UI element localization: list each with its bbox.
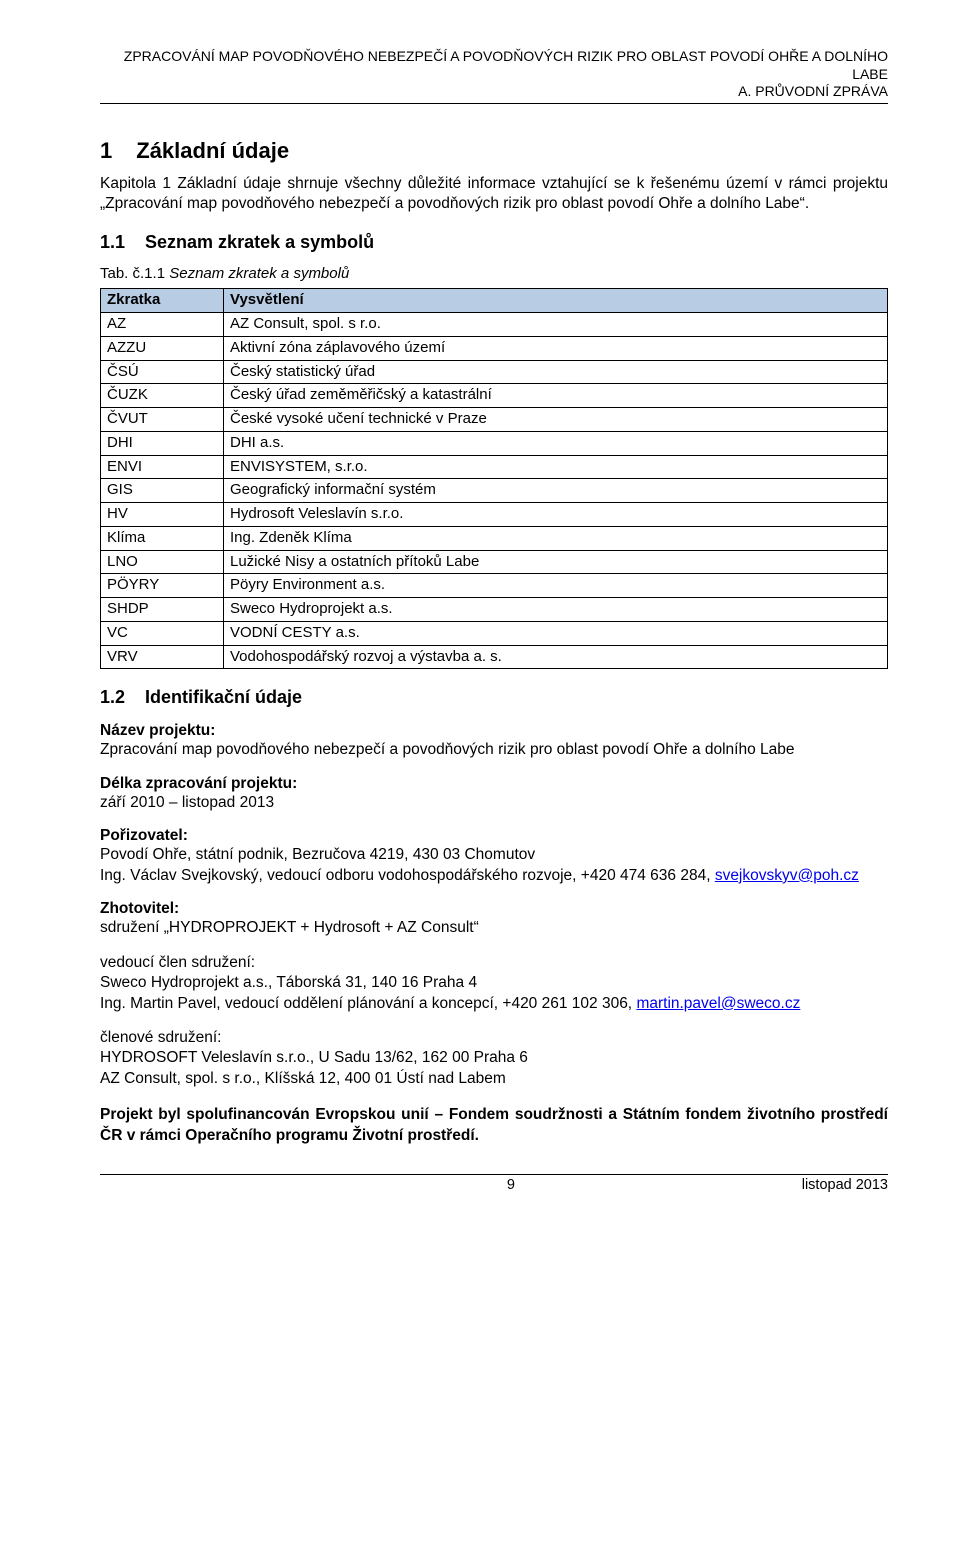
table-row: PÖYRYPöyry Environment a.s.	[101, 574, 888, 598]
table-cell-abbrev: HV	[101, 503, 224, 527]
vedouci-email-link[interactable]: martin.pavel@sweco.cz	[636, 995, 800, 1012]
table-row: AZZUAktivní zóna záplavového území	[101, 336, 888, 360]
table-caption-prefix: Tab. č.1.1	[100, 265, 169, 282]
body-nazev-projektu: Zpracování map povodňového nebezpečí a p…	[100, 740, 888, 760]
table-row: DHIDHI a.s.	[101, 431, 888, 455]
table-cell-abbrev: ČVUT	[101, 408, 224, 432]
body-porizovatel-line2: Ing. Václav Svejkovský, vedoucí odboru v…	[100, 866, 888, 886]
table-cell-desc: Lužické Nisy a ostatních přítoků Labe	[224, 550, 888, 574]
vedouci-contact-text: Ing. Martin Pavel, vedoucí oddělení plán…	[100, 995, 636, 1012]
body-clenove-line2: AZ Consult, spol. s r.o., Klíšská 12, 40…	[100, 1069, 888, 1089]
closing-paragraph: Projekt byl spolufinancován Evropskou un…	[100, 1105, 888, 1146]
table-row: VCVODNÍ CESTY a.s.	[101, 621, 888, 645]
heading-1-title: Základní údaje	[136, 138, 289, 164]
table-row: KlímaIng. Zdeněk Klíma	[101, 526, 888, 550]
table-cell-desc: Vodohospodářský rozvoj a výstavba a. s.	[224, 645, 888, 669]
table-cell-desc: Český úřad zeměměřičský a katastrální	[224, 384, 888, 408]
table-row: LNOLužické Nisy a ostatních přítoků Labe	[101, 550, 888, 574]
table-cell-desc: Aktivní zóna záplavového území	[224, 336, 888, 360]
table-cell-abbrev: VRV	[101, 645, 224, 669]
porizovatel-email-link[interactable]: svejkovskyv@poh.cz	[715, 867, 859, 884]
table-row: ČUZKČeský úřad zeměměřičský a katastráln…	[101, 384, 888, 408]
porizovatel-contact-text: Ing. Václav Svejkovský, vedoucí odboru v…	[100, 867, 715, 884]
table-cell-desc: Sweco Hydroprojekt a.s.	[224, 598, 888, 622]
table-cell-abbrev: PÖYRY	[101, 574, 224, 598]
footer-page-number: 9	[220, 1177, 802, 1193]
table-caption: Tab. č.1.1 Seznam zkratek a symbolů	[100, 265, 888, 282]
table-cell-desc: Hydrosoft Veleslavín s.r.o.	[224, 503, 888, 527]
heading-1-1-title: Seznam zkratek a symbolů	[145, 232, 374, 253]
heading-1-1-num: 1.1	[100, 232, 125, 253]
footer-row: 9 listopad 2013	[100, 1177, 888, 1193]
table-cell-abbrev: DHI	[101, 431, 224, 455]
table-row: ČSÚČeský statistický úřad	[101, 360, 888, 384]
table-row: VRVVodohospodářský rozvoj a výstavba a. …	[101, 645, 888, 669]
header-rule	[100, 103, 888, 104]
label-nazev-projektu: Název projektu:	[100, 722, 888, 740]
table-cell-abbrev: SHDP	[101, 598, 224, 622]
heading-1-2: 1.2 Identifikační údaje	[100, 687, 888, 708]
footer-date: listopad 2013	[802, 1177, 888, 1193]
table-cell-desc: Český statistický úřad	[224, 360, 888, 384]
table-cell-desc: Pöyry Environment a.s.	[224, 574, 888, 598]
body-delka: září 2010 – listopad 2013	[100, 793, 888, 813]
table-cell-abbrev: AZZU	[101, 336, 224, 360]
table-cell-abbrev: GIS	[101, 479, 224, 503]
table-row: ČVUTČeské vysoké učení technické v Praze	[101, 408, 888, 432]
table-row: HVHydrosoft Veleslavín s.r.o.	[101, 503, 888, 527]
table-caption-title: Seznam zkratek a symbolů	[169, 265, 349, 282]
table-header-row: Zkratka Vysvětlení	[101, 289, 888, 313]
table-header-cell: Zkratka	[101, 289, 224, 313]
heading-1-1: 1.1 Seznam zkratek a symbolů	[100, 232, 888, 253]
table-row: AZAZ Consult, spol. s r.o.	[101, 313, 888, 337]
table-cell-abbrev: ENVI	[101, 455, 224, 479]
table-cell-desc: Ing. Zdeněk Klíma	[224, 526, 888, 550]
body-clenove-line1: HYDROSOFT Veleslavín s.r.o., U Sadu 13/6…	[100, 1048, 888, 1068]
body-zhotovitel: sdružení „HYDROPROJEKT + Hydrosoft + AZ …	[100, 918, 888, 938]
table-row: ENVIENVISYSTEM, s.r.o.	[101, 455, 888, 479]
label-vedouci-clen: vedoucí člen sdružení:	[100, 953, 888, 973]
heading-1-2-num: 1.2	[100, 687, 125, 708]
heading-1: 1 Základní údaje	[100, 138, 888, 164]
table-cell-desc: AZ Consult, spol. s r.o.	[224, 313, 888, 337]
header-line-1: ZPRACOVÁNÍ MAP POVODŇOVÉHO NEBEZPEČÍ A P…	[100, 48, 888, 83]
table-cell-abbrev: LNO	[101, 550, 224, 574]
table-cell-abbrev: VC	[101, 621, 224, 645]
header-line-2: A. PRŮVODNÍ ZPRÁVA	[100, 83, 888, 101]
table-cell-desc: VODNÍ CESTY a.s.	[224, 621, 888, 645]
table-cell-abbrev: ČSÚ	[101, 360, 224, 384]
table-cell-desc: DHI a.s.	[224, 431, 888, 455]
heading-1-num: 1	[100, 138, 112, 164]
table-cell-desc: Geografický informační systém	[224, 479, 888, 503]
table-cell-abbrev: AZ	[101, 313, 224, 337]
body-vedouci-line2: Ing. Martin Pavel, vedoucí oddělení plán…	[100, 994, 888, 1014]
table-cell-abbrev: ČUZK	[101, 384, 224, 408]
abbreviations-table: Zkratka Vysvětlení AZAZ Consult, spol. s…	[100, 288, 888, 669]
table-row: SHDPSweco Hydroprojekt a.s.	[101, 598, 888, 622]
label-porizovatel: Pořizovatel:	[100, 827, 888, 845]
table-header-cell: Vysvětlení	[224, 289, 888, 313]
heading-1-2-title: Identifikační údaje	[145, 687, 302, 708]
footer-rule	[100, 1174, 888, 1175]
table-cell-abbrev: Klíma	[101, 526, 224, 550]
table-cell-desc: České vysoké učení technické v Praze	[224, 408, 888, 432]
intro-paragraph: Kapitola 1 Základní údaje shrnuje všechn…	[100, 174, 888, 215]
table-row: GISGeografický informační systém	[101, 479, 888, 503]
label-delka: Délka zpracování projektu:	[100, 775, 888, 793]
body-vedouci-line1: Sweco Hydroprojekt a.s., Táborská 31, 14…	[100, 973, 888, 993]
body-porizovatel-line1: Povodí Ohře, státní podnik, Bezručova 42…	[100, 845, 888, 865]
label-zhotovitel: Zhotovitel:	[100, 900, 888, 918]
table-cell-desc: ENVISYSTEM, s.r.o.	[224, 455, 888, 479]
label-clenove: členové sdružení:	[100, 1028, 888, 1048]
